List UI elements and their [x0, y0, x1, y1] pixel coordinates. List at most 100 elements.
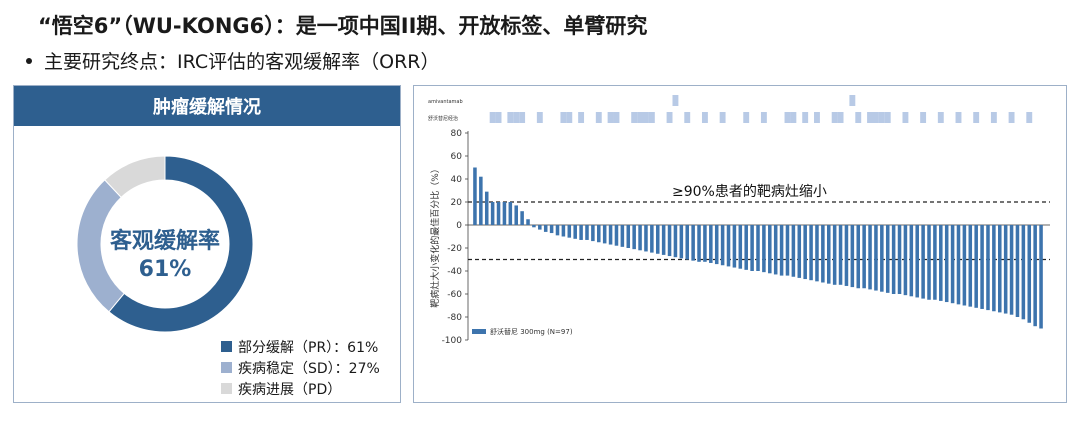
- waterfall-bar: [1039, 225, 1043, 329]
- y-tick-label: -40: [447, 267, 462, 277]
- waterfall-bar: [579, 225, 583, 240]
- waterfall-bar: [909, 225, 914, 297]
- waterfall-bar: [720, 225, 725, 266]
- waterfall-bar: [838, 225, 843, 285]
- tumor-response-panel: 肿瘤缓解情况 客观缓解率 61% 部分缓解（PR）：61% 疾病稳定（SD）：2…: [13, 85, 401, 403]
- waterfall-bar: [850, 225, 855, 288]
- waterfall-bar: [939, 225, 943, 301]
- waterfall-bar: [844, 225, 849, 286]
- waterfall-bar: [809, 225, 813, 281]
- y-tick-label: -80: [447, 313, 462, 323]
- waterfall-bar: [732, 225, 737, 268]
- bar-legend-swatch: [472, 329, 486, 334]
- waterfall-bar: [479, 176, 483, 225]
- legend-item-pd: 疾病进展（PD）: [221, 378, 380, 399]
- mutation-box: [872, 112, 879, 123]
- y-tick-label: 40: [451, 175, 463, 185]
- waterfall-bar: [614, 225, 619, 246]
- mutation-box: [607, 112, 614, 123]
- waterfall-bar: [543, 225, 548, 232]
- waterfall-bar: [532, 225, 536, 228]
- waterfall-bar: [832, 225, 837, 285]
- waterfall-bar: [885, 225, 890, 293]
- waterfall-bar: [591, 225, 595, 242]
- waterfall-bar: [933, 225, 937, 300]
- waterfall-bar: [626, 225, 631, 248]
- y-tick-label: -60: [447, 290, 462, 300]
- waterfall-bar: [691, 225, 695, 261]
- waterfall-bar: [714, 225, 719, 265]
- legend-swatch: [221, 341, 232, 352]
- waterfall-bar: [473, 167, 477, 225]
- waterfall-bar: [709, 225, 713, 263]
- waterfall-bar: [738, 225, 743, 269]
- waterfall-bar: [785, 225, 790, 276]
- mutation-box: [643, 112, 649, 123]
- mutation-box: [973, 112, 980, 123]
- legend-swatch: [221, 362, 232, 373]
- mutation-box: [937, 112, 944, 123]
- waterfall-bar: [661, 225, 666, 255]
- mutation-box: [802, 112, 809, 123]
- waterfall-bar: [897, 225, 902, 294]
- mutation-box: [855, 112, 862, 123]
- mutation-box: [637, 112, 644, 123]
- bullet-dot: [26, 57, 32, 64]
- waterfall-bar: [1021, 225, 1026, 320]
- waterfall-bar: [1003, 225, 1008, 314]
- mutation-box: [613, 112, 620, 123]
- mutation-box: [784, 112, 791, 123]
- mutation-box: [672, 95, 679, 106]
- waterfall-bar: [1009, 225, 1014, 315]
- mutation-box: [884, 112, 891, 123]
- waterfall-bar: [962, 225, 967, 306]
- mutation-box: [743, 112, 750, 123]
- waterfall-bar: [744, 225, 748, 270]
- legend-item-sd: 疾病稳定（SD）：27%: [221, 357, 380, 378]
- row-label-prior-treatment: 舒沃替尼经治: [428, 115, 458, 122]
- waterfall-bar: [779, 225, 784, 276]
- y-tick-label: 80: [451, 129, 463, 139]
- waterfall-bar: [921, 225, 925, 299]
- waterfall-bar: [602, 225, 607, 244]
- mutation-box: [519, 112, 526, 123]
- mutation-box: [536, 112, 543, 123]
- mutation-box: [684, 112, 691, 123]
- waterfall-bar: [608, 225, 613, 245]
- mutation-box: [666, 112, 673, 123]
- waterfall-bar: [891, 225, 896, 294]
- donut-slice-3: [104, 155, 166, 199]
- waterfall-bar: [644, 225, 648, 252]
- waterfall-bar: [697, 225, 701, 262]
- mutation-box: [849, 95, 856, 106]
- waterfall-bar: [762, 225, 766, 273]
- donut-legend: 部分缓解（PR）：61% 疾病稳定（SD）：27% 疾病进展（PD）: [221, 336, 380, 399]
- waterfall-panel: amivantamab 舒沃替尼经治 80 60 40 20 0 -20 -40 -60 -80 -1…: [413, 85, 1067, 403]
- donut-center-label: 客观缓解率 61%: [50, 223, 280, 282]
- waterfall-bar: [650, 225, 654, 253]
- waterfall-bar: [726, 225, 731, 267]
- legend-item-pr: 部分缓解（PR）：61%: [221, 336, 380, 357]
- mutation-box: [831, 112, 838, 123]
- waterfall-bar: [679, 225, 684, 259]
- mutation-box: [489, 112, 496, 123]
- mutation-box: [578, 112, 585, 123]
- waterfall-bar: [538, 225, 542, 230]
- waterfall-bar: [490, 202, 495, 225]
- waterfall-bar: [992, 225, 996, 312]
- waterfall-bar: [821, 225, 825, 283]
- waterfall-bar: [927, 225, 931, 300]
- waterfall-bar: [520, 211, 524, 225]
- waterfall-bar: [797, 225, 802, 278]
- y-tick-label: 20: [451, 198, 463, 208]
- legend-swatch: [221, 383, 232, 394]
- panel-header: 肿瘤缓解情况: [14, 86, 400, 126]
- mutation-box: [902, 112, 909, 123]
- mutation-box: [701, 112, 708, 123]
- waterfall-bar: [903, 225, 908, 296]
- waterfall-bar: [803, 225, 807, 280]
- waterfall-bar: [773, 225, 778, 275]
- waterfall-bar: [874, 225, 878, 291]
- waterfall-bar: [750, 225, 754, 271]
- mutation-box: [1026, 112, 1033, 123]
